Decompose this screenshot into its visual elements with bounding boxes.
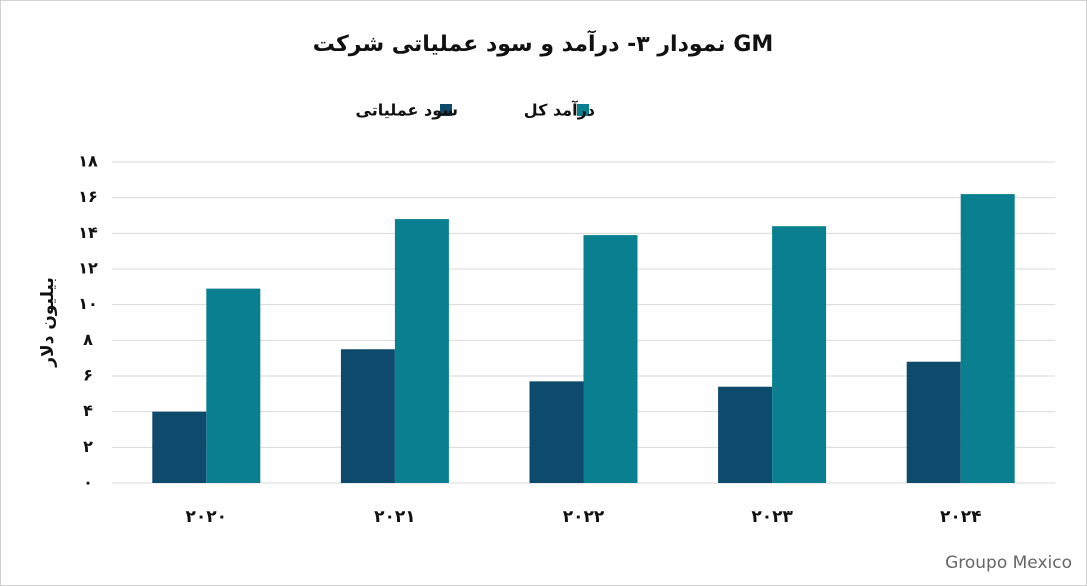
bar [772,226,827,483]
y-tick-label: ۴ [83,401,93,420]
legend-swatch [577,104,589,116]
source: Groupo Mexico [945,553,1072,573]
legend-label: سود عملیاتی [356,101,458,120]
x-tick-label: ۲۰۲۳ [751,507,793,527]
y-tick-label: ۲ [83,437,93,456]
x-tick-label: ۲۰۲۱ [374,507,416,527]
legend-label: درآمد کل [524,100,595,120]
bar [529,381,584,483]
bar [718,386,773,483]
x-tick-label: ۲۰۲۰ [186,507,228,527]
y-tick-label: ۶ [83,366,93,385]
bar [583,235,638,483]
y-tick-label: ۱۰ [78,294,98,313]
y-tick-label: ۱۸ [78,152,98,171]
bar [152,411,207,483]
y-tick-label: ۸ [83,330,93,349]
legend-swatch [440,104,452,116]
chart-title: نمودار ۳- درآمد و سود عملیاتی شرکت GM [313,29,774,57]
y-tick-label: ۱۴ [78,223,98,242]
bar [960,194,1015,483]
bar [206,288,261,483]
bar [906,361,961,483]
y-tick-label: ۱۶ [78,187,98,206]
bar [394,219,449,484]
y-tick-label: ۰ [83,473,93,492]
bar [340,349,395,483]
x-tick-label: ۲۰۲۲ [563,507,605,527]
x-tick-label: ۲۰۲۴ [940,507,982,527]
y-tick-label: ۱۲ [78,259,98,278]
y-axis-label: بیلیون دلار [38,277,58,367]
